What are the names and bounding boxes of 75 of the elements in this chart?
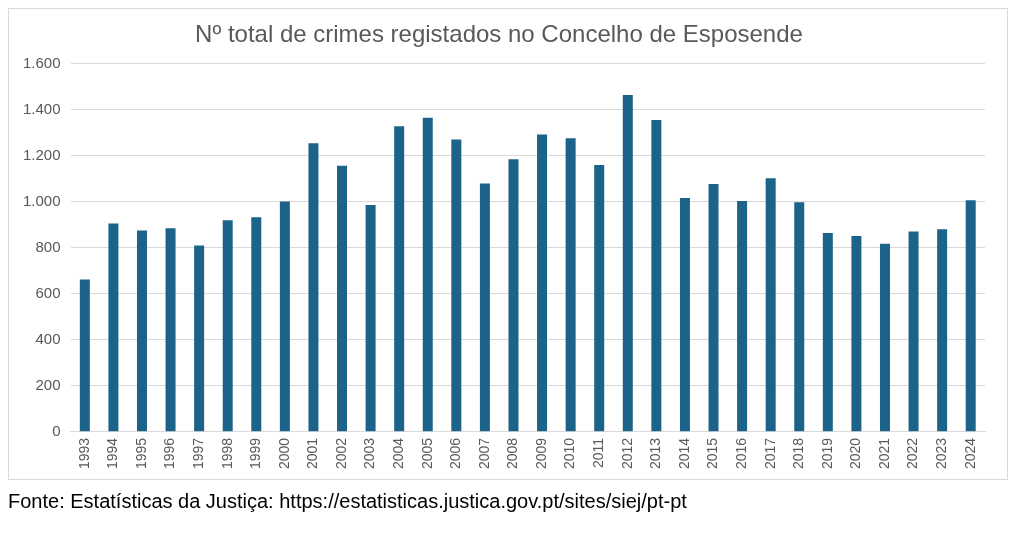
bar — [222, 220, 233, 432]
source-note: Fonte: Estatísticas da Justiça: https://estatisticas.justica.gov.pt/sites/siej/pt-pt — [8, 490, 688, 513]
x-tick-label: 2024 — [961, 437, 978, 470]
x-tick-label: 1998 — [218, 437, 235, 470]
bar — [194, 245, 205, 432]
x-tick-label: 2001 — [304, 437, 321, 470]
bar — [308, 143, 319, 432]
x-tick-label: 2005 — [418, 437, 435, 470]
bar — [708, 184, 719, 432]
x-tick-label: 1993 — [75, 437, 92, 470]
y-tick-label: 800 — [35, 237, 61, 255]
y-tick-label: 1.200 — [22, 145, 61, 163]
x-tick-label: 2008 — [504, 437, 521, 470]
x-tick-label: 2003 — [361, 437, 378, 470]
x-tick-label: 1994 — [104, 437, 121, 470]
bar — [508, 159, 519, 432]
x-tick-label: 1997 — [189, 437, 206, 470]
x-tick-label: 2004 — [390, 437, 407, 470]
x-tick-label: 1995 — [132, 437, 149, 470]
x-tick-label: 2010 — [561, 437, 578, 470]
x-tick-label: 2019 — [818, 437, 835, 470]
bar — [794, 202, 805, 432]
bar — [908, 231, 919, 432]
x-tick-label: 2007 — [475, 437, 492, 470]
bar — [765, 178, 776, 432]
bar — [965, 200, 976, 432]
bar — [737, 200, 748, 432]
x-tick-label: 2013 — [647, 437, 664, 470]
x-tick-label: 2011 — [590, 437, 607, 468]
bar — [165, 228, 176, 432]
x-tick-label: 2016 — [732, 437, 749, 470]
x-tick-label: 2022 — [904, 437, 921, 470]
y-tick-label: 200 — [35, 375, 61, 393]
bar — [394, 126, 405, 432]
bar — [479, 183, 490, 432]
x-tick-label: 2000 — [275, 437, 292, 470]
bar — [108, 223, 119, 432]
bar — [365, 205, 376, 432]
x-tick-label: 2020 — [847, 437, 864, 470]
x-tick-label: 1999 — [247, 437, 264, 470]
bar — [565, 138, 576, 432]
x-tick-label: 2014 — [675, 437, 692, 470]
x-tick-label: 2002 — [332, 437, 349, 470]
y-tick-label: 600 — [35, 283, 61, 301]
bar — [879, 243, 890, 432]
x-tick-label: 1996 — [161, 437, 178, 470]
bar — [79, 279, 90, 432]
bar — [622, 95, 633, 432]
x-tick-label: 2012 — [618, 437, 635, 470]
y-tick-label: 400 — [35, 329, 61, 347]
bar — [594, 165, 605, 432]
x-tick-label: 2017 — [761, 437, 778, 470]
chart-title: Nº total de crimes registados no Concelho de Esposende — [195, 20, 803, 48]
x-tick-label: 2023 — [932, 437, 949, 470]
bar — [822, 232, 833, 432]
x-tick-label: 2006 — [447, 437, 464, 470]
bar — [251, 217, 262, 432]
x-tick-label: 2021 — [875, 437, 892, 470]
bar — [279, 201, 290, 432]
y-tick-label: 0 — [52, 422, 61, 439]
bar — [422, 117, 433, 432]
x-tick-label: 2009 — [532, 437, 549, 470]
x-tick-label: 2018 — [790, 437, 807, 470]
y-tick-label: 1.400 — [22, 99, 61, 117]
bar — [651, 119, 662, 432]
bar — [679, 197, 690, 432]
x-tick-label: 2015 — [704, 437, 721, 470]
bar — [537, 134, 548, 432]
bar — [136, 230, 147, 432]
bar — [337, 165, 348, 432]
bar — [451, 139, 462, 432]
y-tick-label: 1.000 — [22, 191, 61, 209]
bar — [937, 229, 948, 432]
bar — [851, 236, 862, 432]
y-tick-label: 1.600 — [22, 53, 61, 71]
